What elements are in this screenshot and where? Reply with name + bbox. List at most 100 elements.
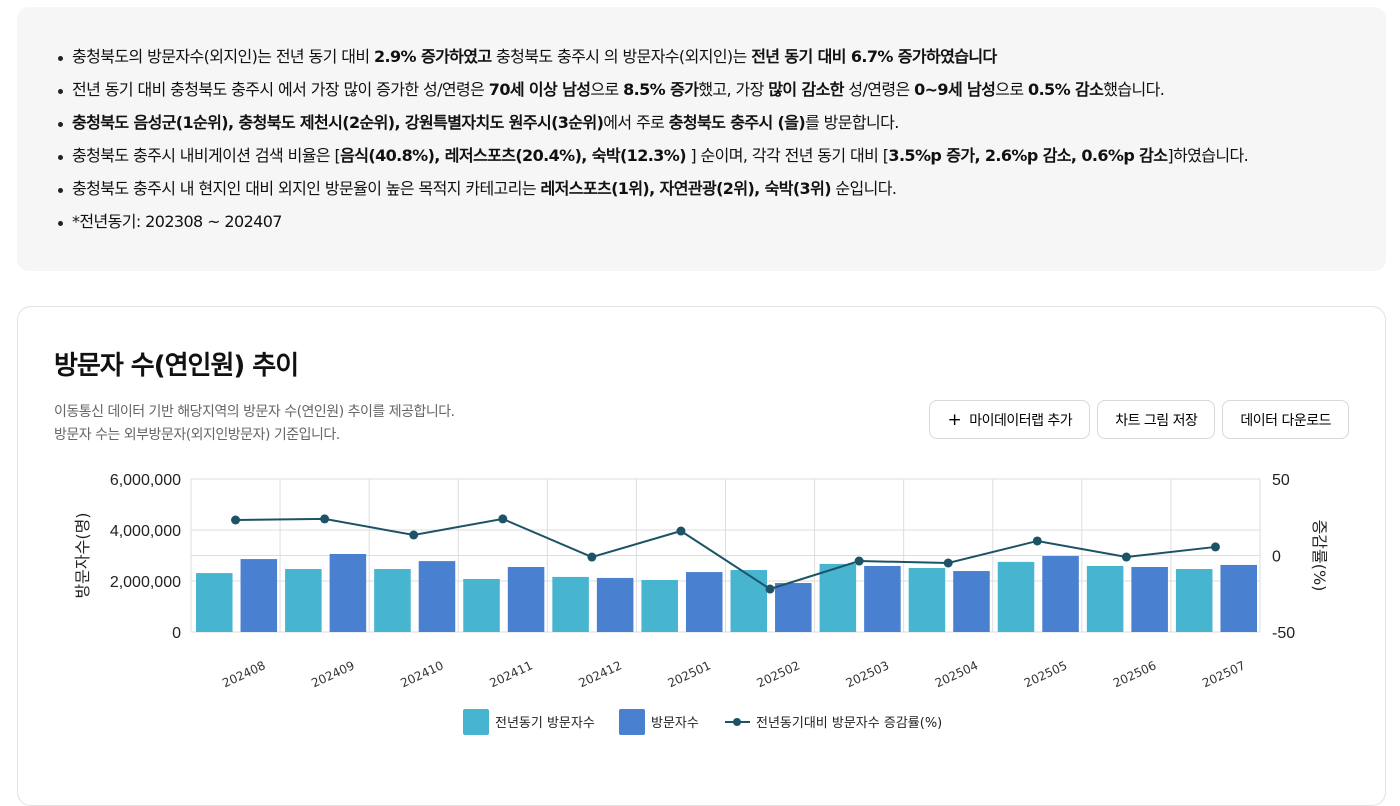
card-title: 방문자 수(연인원) 추이 bbox=[54, 351, 299, 381]
bar-visitors bbox=[685, 572, 723, 632]
bar-visitors bbox=[1220, 564, 1257, 632]
bar-visitors bbox=[775, 583, 812, 632]
line-point bbox=[231, 515, 241, 525]
bar-visitors bbox=[240, 559, 278, 632]
line-point bbox=[409, 530, 419, 540]
x-tick-label: 202504 bbox=[933, 658, 980, 690]
x-tick-label: 202503 bbox=[844, 658, 891, 690]
summary-text-segment: 0.5% 감소 bbox=[1028, 80, 1104, 99]
summary-bullet: 충청북도 음성군(1순위), 충청북도 제천시(2순위), 강원특별자치도 원주… bbox=[58, 111, 1386, 144]
summary-bullet: 충청북도의 방문자수(외지인)는 전년 동기 대비 2.9% 증가하였고 충청북… bbox=[58, 45, 1386, 78]
add-mydatalab-button[interactable]: + 마이데이터랩 추가 bbox=[929, 400, 1091, 439]
save-chart-image-button[interactable]: 차트 그림 저장 bbox=[1097, 400, 1216, 439]
summary-text-segment: 레저스포츠(1위), 자연관광(2위), 숙박(3위) bbox=[540, 179, 831, 198]
description-line-1: 이동통신 데이터 기반 해당지역의 방문자 수(연인원) 추이를 제공합니다. bbox=[54, 404, 455, 420]
bar-visitors bbox=[329, 553, 367, 632]
y-tick-label: 6,000,000 bbox=[110, 472, 181, 489]
legend-label-prev-year: 전년동기 방문자수 bbox=[495, 716, 595, 731]
legend-label-visitors: 방문자수 bbox=[651, 716, 699, 731]
bar-prev-year-visitors bbox=[730, 570, 768, 632]
bar-prev-year-visitors bbox=[819, 563, 857, 632]
summary-text-segment: 충청북도 음성군(1순위), 충청북도 제천시(2순위), 강원특별자치도 원주… bbox=[72, 113, 604, 132]
y2-axis-title: 증감률(%) bbox=[1310, 520, 1329, 592]
card-description: 이동통신 데이터 기반 해당지역의 방문자 수(연인원) 추이를 제공합니다. … bbox=[54, 401, 455, 447]
download-data-button[interactable]: 데이터 다운로드 bbox=[1222, 400, 1349, 439]
visitor-chart: 0 2,000,000 4,000,000 6,000,000 -50 0 50 방문자수(명… bbox=[73, 472, 1329, 735]
x-tick-label: 202505 bbox=[1022, 658, 1069, 690]
line-point bbox=[1032, 536, 1042, 546]
summary-text-segment: 으로 bbox=[995, 80, 1029, 99]
x-tick-label: 202409 bbox=[309, 658, 356, 690]
line-point bbox=[676, 526, 686, 536]
line-point bbox=[320, 514, 330, 524]
bar-prev-year-visitors bbox=[374, 569, 411, 632]
summary-text-segment: 충청북도 충주시 의 방문자수(외지인)는 bbox=[491, 47, 752, 66]
y-tick-label: 4,000,000 bbox=[110, 523, 181, 540]
summary-text-segment: 으로 bbox=[590, 80, 624, 99]
summary-text-segment: 0~9세 남성 bbox=[914, 80, 996, 99]
x-tick-label: 202412 bbox=[576, 658, 623, 690]
summary-text-segment: 3.5%p 증가, 2.6%p 감소, 0.6%p 감소 bbox=[888, 146, 1168, 165]
y2-tick-label: 50 bbox=[1272, 472, 1290, 489]
summary-text-segment: 많이 감소한 bbox=[768, 80, 844, 99]
summary-bullet: 전년 동기 대비 충청북도 충주시 에서 가장 많이 증가한 성/연령은 70세… bbox=[58, 78, 1386, 111]
legend-label-growth: 전년동기대비 방문자수 증감률(%) bbox=[756, 716, 942, 731]
y2-tick-label: 0 bbox=[1272, 549, 1281, 566]
summary-text-segment: 성/연령은 bbox=[843, 80, 915, 99]
summary-text-segment: *전년동기: 202308 ~ 202407 bbox=[72, 212, 283, 231]
add-mydatalab-label: 마이데이터랩 추가 bbox=[969, 412, 1073, 429]
summary-text-segment: 2.9% 증가하였고 bbox=[374, 47, 492, 66]
summary-text-segment: 했고, 가장 bbox=[698, 80, 769, 99]
summary-text-segment: 순입니다. bbox=[830, 179, 897, 198]
bar-prev-year-visitors bbox=[1175, 569, 1213, 632]
bar-visitors bbox=[507, 566, 545, 632]
bar-visitors bbox=[864, 565, 901, 632]
legend-swatch-prev-year bbox=[463, 709, 489, 735]
bar-prev-year-visitors bbox=[552, 576, 589, 632]
bar-visitors bbox=[953, 571, 990, 632]
bar-prev-year-visitors bbox=[641, 579, 678, 632]
summary-bullet: 충청북도 충주시 내비게이션 검색 비율은 [음식(40.8%), 레저스포츠(… bbox=[58, 144, 1386, 177]
x-tick-label: 202410 bbox=[398, 658, 445, 690]
y-tick-label: 2,000,000 bbox=[110, 574, 181, 591]
summary-text-segment: ] 순이며, 각각 전년 동기 대비 [ bbox=[685, 146, 889, 165]
bar-visitors bbox=[418, 561, 456, 632]
y-tick-label: 0 bbox=[172, 625, 181, 642]
y2-tick-label: -50 bbox=[1272, 625, 1295, 642]
bar-prev-year-visitors bbox=[463, 578, 500, 632]
x-tick-label: 202506 bbox=[1111, 658, 1158, 690]
summary-bullet: *전년동기: 202308 ~ 202407 bbox=[58, 210, 1386, 243]
summary-text-segment: 전년 동기 대비 충청북도 충주시 에서 가장 많이 증가한 성/연령은 bbox=[72, 80, 489, 99]
line-point bbox=[854, 556, 864, 566]
x-tick-label: 202408 bbox=[220, 658, 267, 690]
summary-text-segment: 를 방문합니다. bbox=[805, 113, 899, 132]
bar-prev-year-visitors bbox=[1086, 565, 1124, 632]
line-point bbox=[1210, 542, 1220, 552]
y-axis-title: 방문자수(명) bbox=[73, 512, 92, 598]
bar-prev-year-visitors bbox=[196, 573, 233, 632]
line-point bbox=[1121, 552, 1131, 562]
summary-bullet: 충청북도 충주시 내 현지인 대비 외지인 방문율이 높은 목적지 카테고리는 … bbox=[58, 177, 1386, 210]
line-point bbox=[765, 584, 775, 594]
x-tick-label: 202502 bbox=[755, 658, 802, 690]
summary-text-segment: 충청북도 충주시 내비게이션 검색 비율은 [ bbox=[72, 146, 341, 165]
summary-text-segment: 했습니다. bbox=[1103, 80, 1165, 99]
summary-text-segment: ]하였습니다. bbox=[1167, 146, 1249, 165]
bar-visitors bbox=[1042, 556, 1079, 632]
summary-text-segment: 8.5% 증가 bbox=[623, 80, 699, 99]
legend-swatch-visitors bbox=[619, 709, 645, 735]
legend-marker-growth bbox=[733, 718, 741, 726]
summary-box: 충청북도의 방문자수(외지인)는 전년 동기 대비 2.9% 증가하였고 충청북… bbox=[17, 7, 1386, 271]
summary-text-segment: 70세 이상 남성 bbox=[488, 80, 591, 99]
summary-text-segment: 에서 주로 bbox=[603, 113, 669, 132]
summary-text-segment: 음식(40.8%), 레저스포츠(20.4%), 숙박(12.3%) bbox=[340, 146, 686, 165]
bar-prev-year-visitors bbox=[997, 561, 1035, 632]
summary-text-segment: 충청북도의 방문자수(외지인)는 전년 동기 대비 bbox=[72, 47, 374, 66]
bar-visitors bbox=[1131, 566, 1168, 632]
x-tick-label: 202411 bbox=[487, 658, 534, 690]
action-buttons: + 마이데이터랩 추가 차트 그림 저장 데이터 다운로드 bbox=[929, 400, 1349, 439]
bar-visitors bbox=[596, 577, 634, 632]
line-growth-rate bbox=[235, 517, 1216, 591]
x-tick-label: 202501 bbox=[666, 658, 713, 690]
summary-text-segment: 전년 동기 대비 6.7% 증가하였습니다 bbox=[751, 47, 997, 66]
